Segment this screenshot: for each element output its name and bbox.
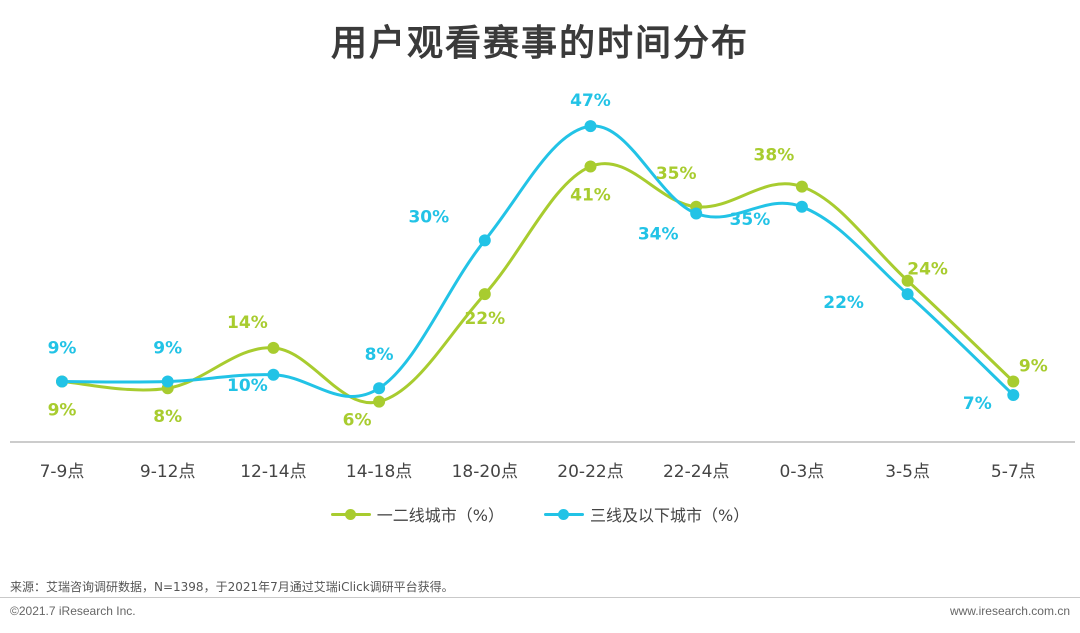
data-point-s1-9[interactable]: [1007, 388, 1020, 401]
data-label-s1-0: 9%: [48, 339, 77, 359]
x-tick-label-0: 7-9点: [40, 462, 85, 482]
series-layer: [56, 120, 1020, 408]
legend-swatch-tier3: [544, 507, 584, 521]
data-point-s1-6[interactable]: [690, 207, 703, 220]
data-label-s1-6: 34%: [638, 225, 679, 245]
footer-website-link[interactable]: www.iresearch.com.cn: [949, 604, 1070, 618]
data-point-s1-4[interactable]: [478, 234, 491, 247]
data-label-s0-4: 22%: [464, 309, 505, 329]
data-point-s1-0[interactable]: [56, 375, 68, 388]
legend-swatch-tier12: [330, 507, 371, 521]
data-label-s1-8: 22%: [823, 293, 864, 313]
data-point-s0-9[interactable]: [1007, 375, 1020, 388]
x-tick-label-3: 14-18点: [346, 462, 412, 482]
data-label-layer: 9% 8% 14% 6% 22% 41% 35% 38% 24% 9% 9% 9% 10% 8% 30% 47…: [48, 91, 1048, 431]
x-tick-label-8: 3-5点: [885, 462, 930, 482]
data-label-s0-5: 41%: [570, 185, 611, 205]
data-point-s0-4[interactable]: [478, 288, 491, 301]
data-point-s0-3[interactable]: [373, 395, 386, 408]
data-label-s1-4: 30%: [408, 207, 449, 227]
data-point-s0-2[interactable]: [267, 341, 280, 354]
x-tick-label-9: 5-7点: [991, 462, 1036, 482]
x-tick-label-2: 12-14点: [240, 462, 306, 482]
data-point-s0-7[interactable]: [795, 180, 808, 193]
legend-item-tier3[interactable]: 三线及以下城市（%）: [544, 502, 749, 526]
data-label-s0-3: 6%: [343, 411, 372, 431]
data-point-s1-1[interactable]: [161, 375, 174, 388]
data-point-s0-8[interactable]: [901, 274, 914, 287]
data-point-s1-8[interactable]: [901, 288, 914, 301]
x-tick-label-1: 9-12点: [140, 462, 196, 482]
data-label-s1-1: 9%: [153, 339, 182, 359]
x-tick-label-5: 20-22点: [557, 462, 623, 482]
chart-title: 用户观看赛事的时间分布: [330, 23, 749, 64]
footer-copyright: ©2021.7 iResearch Inc.: [10, 604, 136, 618]
legend: 一二线城市（%） 三线及以下城市（%）: [0, 502, 1080, 526]
data-label-s1-5: 47%: [570, 91, 611, 111]
legend-label-tier3: 三线及以下城市（%）: [590, 506, 750, 525]
data-label-s0-6: 35%: [656, 164, 697, 184]
data-label-s0-0: 9%: [48, 401, 77, 421]
x-tick-label-layer: 7-9点 9-12点 12-14点 14-18点 18-20点 20-22点 22-24点 0…: [40, 462, 1036, 482]
data-point-s1-5[interactable]: [584, 120, 597, 133]
source-note: 来源：艾瑞咨询调研数据，N=1398，于2021年7月通过艾瑞iClick调研平…: [10, 580, 454, 594]
data-point-s1-2[interactable]: [267, 368, 280, 381]
series-line-0: [61, 162, 1015, 405]
data-label-s0-9: 9%: [1019, 357, 1048, 377]
legend-item-tier12[interactable]: 一二线城市（%）: [330, 502, 504, 526]
data-label-s1-9: 7%: [963, 394, 992, 414]
data-point-s1-3[interactable]: [373, 382, 386, 395]
data-point-s0-5[interactable]: [584, 160, 597, 173]
data-label-s1-7: 35%: [730, 210, 771, 230]
data-point-s1-7[interactable]: [795, 200, 808, 213]
legend-label-tier12: 一二线城市（%）: [376, 506, 504, 525]
data-label-s0-1: 8%: [153, 407, 182, 427]
footer-divider: [0, 597, 1080, 598]
x-tick-label-4: 18-20点: [452, 462, 518, 482]
x-tick-label-6: 22-24点: [663, 462, 729, 482]
series-line-1: [61, 124, 1015, 399]
data-label-s1-2: 10%: [227, 376, 268, 396]
line-chart: 9% 8% 14% 6% 22% 41% 35% 38% 24% 9% 9% 9% 10% 8% 30% 47…: [10, 91, 1075, 482]
data-label-s0-7: 38%: [754, 146, 795, 166]
data-label-s1-3: 8%: [365, 345, 394, 365]
data-label-s0-2: 14%: [227, 313, 268, 333]
data-label-s0-8: 24%: [907, 260, 948, 280]
x-tick-label-7: 0-3点: [780, 462, 825, 482]
